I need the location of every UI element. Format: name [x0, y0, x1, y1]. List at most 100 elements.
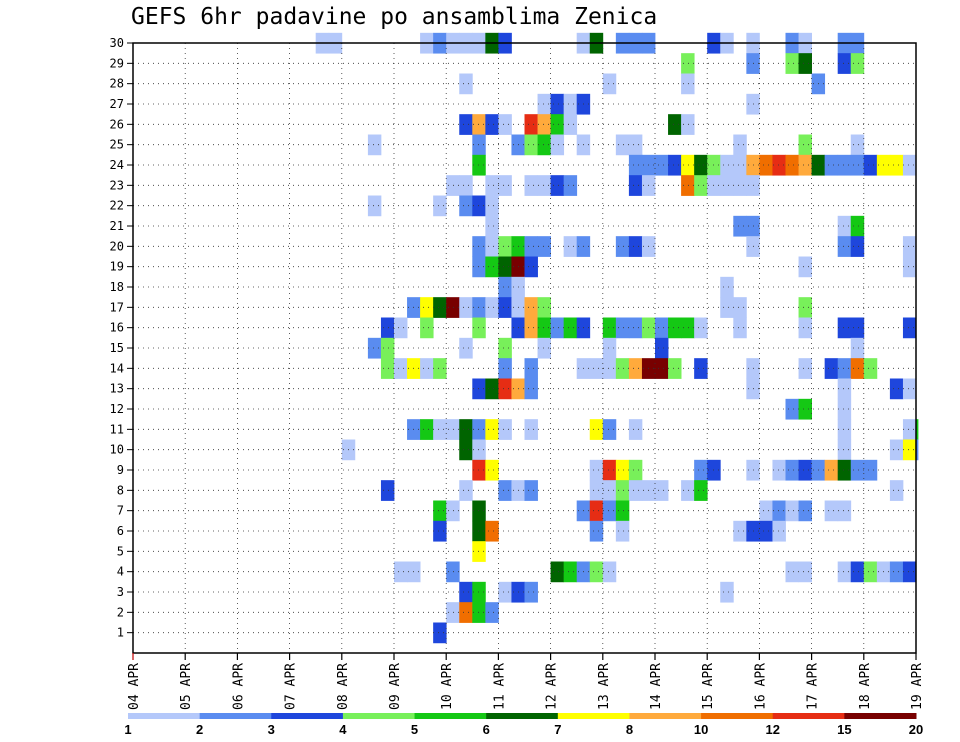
heatmap-cell	[628, 236, 643, 257]
heatmap-cell	[485, 419, 499, 440]
y-tick-label: 25	[110, 138, 124, 152]
heatmap-cell	[563, 114, 578, 135]
heatmap-cell	[837, 500, 852, 522]
colorbar-swatch	[772, 713, 845, 719]
heatmap-cell	[850, 337, 865, 359]
heatmap-cell	[837, 419, 852, 440]
y-tick-label: 6	[117, 524, 124, 538]
heatmap-cell	[563, 236, 578, 257]
chart-title: GEFS 6hr padavine po ansamblima Zenica	[131, 4, 658, 30]
heatmap-cell	[655, 337, 669, 359]
colorbar-swatch	[128, 713, 201, 719]
heatmap-cell	[759, 154, 773, 176]
heatmap-cell	[850, 561, 865, 583]
heatmap-cell	[446, 602, 460, 623]
heatmap-cell	[889, 561, 904, 583]
heatmap-cell	[694, 154, 708, 176]
heatmap-cell	[537, 236, 551, 257]
heatmap-cell	[537, 114, 551, 135]
heatmap-cell	[602, 419, 617, 440]
heatmap-cell	[459, 114, 473, 135]
heatmap-cell	[772, 154, 786, 176]
heatmap-cell	[394, 561, 408, 583]
heatmap-cell	[655, 317, 669, 339]
heatmap-cell	[772, 500, 786, 522]
heatmap-cell	[850, 53, 865, 74]
heatmap-cell	[916, 439, 919, 461]
y-tick-label: 1	[117, 626, 124, 640]
heatmap-cell	[889, 439, 904, 461]
heatmap-cell	[615, 358, 630, 379]
heatmap-cell	[446, 500, 460, 522]
heatmap-cell	[655, 358, 669, 379]
heatmap-cell	[902, 378, 917, 400]
heatmap-cell	[668, 114, 682, 135]
heatmap-cell	[537, 134, 551, 156]
heatmap-cell	[902, 561, 917, 583]
heatmap-cell	[367, 337, 382, 359]
heatmap-cell	[459, 602, 473, 623]
heatmap-cell	[628, 317, 643, 339]
heatmap-cell	[433, 500, 447, 522]
heatmap-cell	[902, 256, 917, 278]
x-tick-label: 15 APR	[701, 663, 716, 710]
heatmap-cell	[472, 541, 486, 562]
heatmap-cell	[472, 581, 486, 603]
heatmap-cell	[785, 398, 799, 420]
heatmap-cell	[498, 175, 512, 196]
heatmap-cell	[759, 500, 773, 522]
heatmap-cell	[420, 297, 434, 318]
heatmap-cell	[472, 195, 486, 217]
heatmap-cell	[902, 154, 917, 176]
heatmap-cell	[850, 154, 865, 176]
heatmap-cell	[485, 297, 499, 318]
heatmap-cell	[563, 175, 578, 196]
heatmap-cell	[380, 480, 395, 501]
heatmap-cell	[655, 154, 669, 176]
heatmap-cell	[798, 459, 812, 481]
colorbar-tick-label: 3	[268, 722, 275, 737]
heatmap-cell	[837, 378, 852, 400]
heatmap-cell	[916, 419, 919, 440]
heatmap-cell	[472, 236, 486, 257]
y-tick-label: 22	[110, 199, 124, 213]
heatmap-cell	[420, 419, 434, 440]
heatmap-cell	[524, 358, 538, 379]
grid-lines	[133, 42, 917, 653]
colorbar-swatch	[557, 713, 630, 719]
heatmap-cell	[863, 154, 878, 176]
heatmap-cell	[785, 500, 799, 522]
heatmap-cell	[472, 602, 486, 623]
heatmap-cell	[668, 358, 682, 379]
heatmap-cell	[798, 358, 812, 379]
heatmap-cell	[602, 358, 617, 379]
y-tick-label: 14	[110, 361, 124, 375]
y-tick-label: 8	[117, 483, 124, 497]
heatmap-cell	[733, 317, 747, 339]
y-tick-label: 17	[110, 300, 124, 314]
heatmap-cell	[798, 317, 812, 339]
heatmap-cell	[472, 154, 486, 176]
heatmap-cell	[446, 297, 460, 318]
heatmap-cell	[798, 256, 812, 278]
heatmap-cell	[380, 337, 395, 359]
heatmap-cell	[889, 154, 904, 176]
heatmap-cell	[850, 215, 865, 237]
heatmap-cell	[785, 53, 799, 74]
heatmap-cell	[798, 561, 812, 583]
heatmap-cell	[837, 317, 852, 339]
y-tick-label: 9	[117, 463, 124, 477]
colorbar-swatch	[701, 713, 774, 719]
heatmap-cell	[472, 378, 486, 400]
heatmap-cell	[615, 134, 630, 156]
heatmap-cell	[824, 459, 839, 481]
heatmap-cell	[615, 317, 630, 339]
y-tick-label: 7	[117, 504, 124, 518]
y-tick-label: 18	[110, 280, 124, 294]
heatmap-cell	[472, 134, 486, 156]
heatmap-cell	[524, 419, 538, 440]
heatmap-cell	[602, 317, 617, 339]
heatmap-cell	[772, 520, 786, 542]
heatmap-cell	[628, 154, 643, 176]
